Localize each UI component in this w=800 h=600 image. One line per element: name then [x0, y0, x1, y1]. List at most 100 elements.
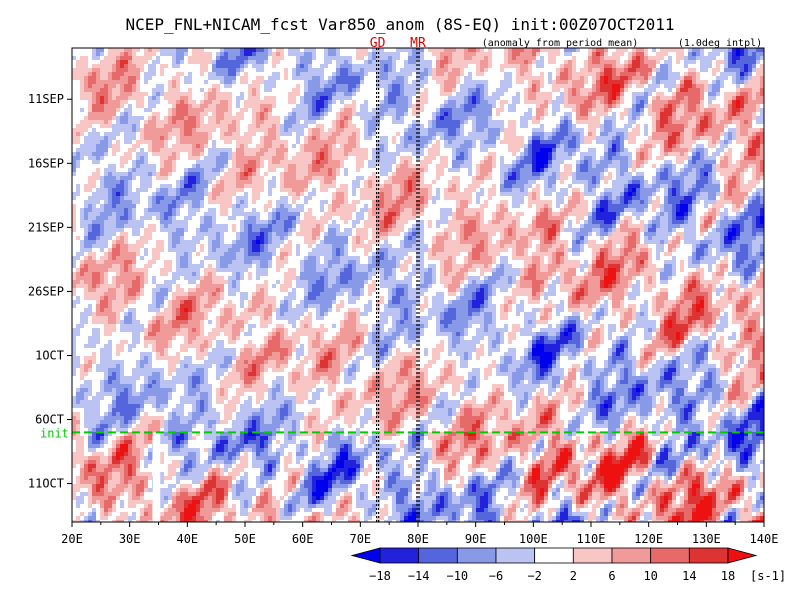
field-cell: [248, 128, 268, 132]
field-cell: [296, 60, 300, 64]
field-cell: [536, 192, 540, 196]
field-cell: [756, 108, 760, 112]
field-cell: [376, 252, 380, 256]
field-cell: [212, 88, 216, 92]
field-cell: [296, 280, 308, 284]
field-cell: [696, 128, 700, 132]
field-cell: [236, 280, 240, 284]
field-cell: [392, 88, 400, 92]
field-cell: [728, 64, 744, 68]
field-cell: [224, 252, 236, 256]
field-cell: [352, 100, 356, 104]
field-cell: [392, 216, 396, 220]
field-cell: [636, 100, 640, 104]
field-cell: [632, 312, 636, 316]
field-cell: [356, 264, 368, 268]
field-cell: [572, 252, 580, 256]
field-cell: [80, 120, 104, 124]
field-cell: [528, 84, 532, 88]
field-cell: [652, 208, 656, 212]
field-cell: [592, 228, 600, 232]
field-cell: [236, 152, 244, 156]
field-cell: [200, 304, 204, 308]
field-cell: [88, 228, 92, 232]
field-cell: [608, 200, 612, 204]
field-cell: [116, 108, 120, 112]
field-cell: [152, 192, 156, 196]
field-cell: [700, 64, 712, 68]
field-cell: [712, 80, 716, 84]
field-cell: [508, 308, 512, 312]
field-cell: [668, 216, 672, 220]
field-cell: [572, 196, 580, 200]
field-cell: [188, 96, 192, 100]
field-cell: [584, 60, 588, 64]
field-cell: [216, 292, 220, 296]
field-cell: [152, 292, 156, 296]
field-cell: [236, 236, 240, 240]
field-cell: [404, 64, 432, 68]
field-cell: [116, 244, 120, 248]
field-cell: [220, 292, 224, 296]
field-cell: [256, 164, 260, 168]
field-cell: [656, 52, 668, 56]
field-cell: [104, 280, 108, 284]
field-cell: [428, 128, 448, 132]
field-cell: [532, 220, 536, 224]
field-cell: [636, 192, 640, 196]
field-cell: [208, 96, 216, 100]
field-cell: [380, 220, 384, 224]
field-cell: [284, 168, 288, 172]
field-cell: [532, 168, 536, 172]
field-cell: [592, 212, 596, 216]
field-cell: [104, 56, 116, 60]
field-cell: [592, 248, 600, 252]
field-cell: [184, 76, 192, 80]
field-cell: [440, 64, 444, 68]
field-cell: [152, 296, 156, 300]
field-cell: [536, 52, 540, 56]
field-cell: [532, 256, 540, 260]
field-cell: [188, 88, 192, 92]
field-cell: [400, 300, 416, 304]
field-cell: [368, 164, 376, 168]
field-cell: [564, 112, 572, 116]
field-cell: [488, 252, 500, 256]
field-cell: [644, 60, 656, 64]
field-cell: [380, 68, 384, 72]
field-cell: [392, 296, 400, 300]
field-cell: [592, 200, 596, 204]
field-cell: [220, 212, 228, 216]
field-cell: [560, 284, 576, 288]
field-cell: [468, 88, 476, 92]
field-cell: [668, 188, 672, 192]
field-cell: [388, 76, 396, 80]
field-cell: [692, 188, 700, 192]
field-cell: [192, 308, 196, 312]
field-cell: [260, 316, 264, 320]
field-cell: [544, 296, 548, 300]
field-cell: [112, 248, 120, 252]
field-cell: [596, 80, 600, 84]
field-cell: [748, 256, 764, 260]
field-cell: [532, 116, 536, 120]
field-cell: [596, 312, 604, 316]
field-cell: [176, 308, 180, 312]
field-cell: [164, 216, 168, 220]
field-cell: [476, 128, 484, 132]
field-cell: [92, 280, 100, 284]
field-cell: [732, 228, 736, 232]
field-cell: [600, 304, 608, 308]
field-cell: [596, 140, 608, 144]
field-cell: [196, 300, 200, 304]
field-cell: [268, 112, 272, 116]
field-cell: [420, 92, 428, 96]
field-cell: [660, 204, 664, 208]
field-cell: [384, 272, 392, 276]
anomaly-field: [72, 48, 764, 522]
field-cell: [644, 48, 648, 52]
field-cell: [712, 136, 720, 140]
field-cell: [108, 92, 112, 96]
field-cell: [676, 244, 680, 248]
field-cell: [748, 76, 752, 80]
